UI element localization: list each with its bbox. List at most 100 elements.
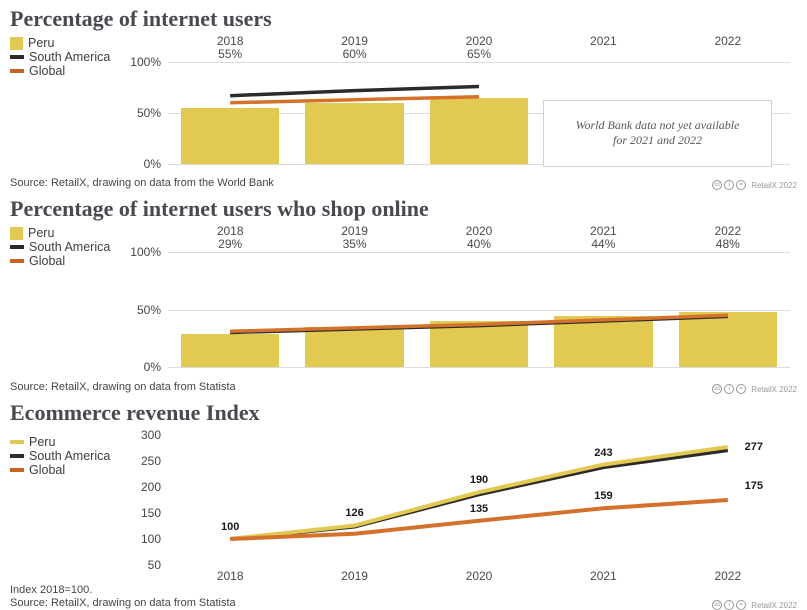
plot-block: 2018 55% 2019 60% 2020 65% 2021 2022 100% 50% 0% … xyxy=(118,35,790,170)
bar-2020 xyxy=(429,97,529,164)
column-labels: 2018 29% 2019 35% 2020 40% 2021 44% 2022 48% xyxy=(168,225,790,252)
cc-badge: cc i = RetailX 2022 xyxy=(712,384,797,394)
column-label: 2020 65% xyxy=(465,34,493,61)
data-note: World Bank data not yet available for 20… xyxy=(543,99,772,167)
cc-icon: cc xyxy=(712,384,723,394)
bar-2021 xyxy=(554,316,653,367)
legend-item-peru: Peru xyxy=(10,226,118,240)
data-label-peru-2022: 277 xyxy=(744,440,763,453)
data-label-peru-2021: 243 xyxy=(594,446,613,459)
column-label: 2021 44% xyxy=(590,224,617,251)
global-swatch-icon xyxy=(10,468,24,472)
chart-internet-users: Percentage of internet users Peru South … xyxy=(0,0,807,190)
legend-label: Peru xyxy=(28,226,55,240)
legend-label: South America xyxy=(29,50,111,64)
peru-swatch-icon xyxy=(10,440,24,444)
y-tick-label: 50 xyxy=(147,558,161,572)
y-tick-label: 100 xyxy=(140,532,161,546)
cc-icon: cc xyxy=(712,180,723,190)
gridline xyxy=(168,309,790,311)
page-title: Ecommerce revenue Index xyxy=(10,400,260,425)
cc-label: RetailX 2022 xyxy=(751,600,797,610)
data-label-global-2021: 159 xyxy=(594,490,613,503)
line-south-america xyxy=(230,87,479,96)
cc-badge: cc i = RetailX 2022 xyxy=(712,180,797,190)
plot-area: 100 126 190 243 277 135 159 175 xyxy=(168,435,790,565)
y-axis: 300 250 200 150 100 50 xyxy=(118,429,168,571)
y-axis: 100% 50% 0% xyxy=(118,246,168,373)
chart-ecommerce-revenue-index: Ecommerce revenue Index Peru South Ameri… xyxy=(0,394,807,610)
legend: Peru South America Global xyxy=(0,429,118,582)
legend: Peru South America Global xyxy=(0,225,118,367)
line-peru xyxy=(230,447,728,539)
gridline xyxy=(168,164,790,165)
peru-swatch-icon xyxy=(10,36,23,50)
plot-block: 2018 29% 2019 35% 2020 40% 2021 44% 2022 48% 100%… xyxy=(118,225,790,373)
data-label-peru-2019: 126 xyxy=(345,507,364,520)
legend-label: Peru xyxy=(28,36,55,50)
global-swatch-icon xyxy=(10,259,24,263)
line-plot xyxy=(168,62,790,164)
legend-label: South America xyxy=(29,449,111,463)
legend-item-peru: Peru xyxy=(10,435,118,449)
line-global xyxy=(230,97,479,103)
x-axis: 2018 2019 2020 2021 2022 xyxy=(168,565,790,583)
gridline xyxy=(168,62,790,63)
y-tick-label: 50% xyxy=(136,302,161,317)
data-label-global-2020: 135 xyxy=(469,502,489,515)
legend-label: South America xyxy=(29,240,111,254)
chart-online-shoppers: Percentage of internet users who shop on… xyxy=(0,190,807,394)
column-label: 2021 xyxy=(590,34,617,48)
column-label: 2018 55% xyxy=(216,34,244,61)
source-text: Source: RetailX, drawing on data from St… xyxy=(10,381,236,393)
plot-area: World Bank data not yet available for 20… xyxy=(168,62,790,167)
index-footnote: Index 2018=100. xyxy=(10,584,93,596)
gridline xyxy=(168,252,790,253)
column-label: 2019 60% xyxy=(341,34,368,61)
page-title: Percentage of internet users who shop on… xyxy=(10,196,429,221)
south-america-swatch-icon xyxy=(10,55,24,59)
page-title: Percentage of internet users xyxy=(10,6,272,31)
y-tick-label: 250 xyxy=(140,454,161,468)
legend-label: Global xyxy=(29,254,66,268)
source-text: Source: RetailX, drawing on data from th… xyxy=(10,177,274,189)
legend-label: Global xyxy=(29,64,66,78)
line-plot xyxy=(168,435,790,565)
legend-item-south-america: South America xyxy=(10,449,118,463)
cc-by-icon: i xyxy=(724,384,735,394)
cc-label: RetailX 2022 xyxy=(751,384,797,394)
legend-label: Peru xyxy=(29,435,56,449)
cc-icon: cc xyxy=(712,600,723,610)
plot-area xyxy=(168,252,790,368)
x-axis-label: 2020 xyxy=(465,569,493,583)
y-tick-label: 300 xyxy=(140,428,161,442)
legend-item-south-america: South America xyxy=(10,240,118,254)
global-swatch-icon xyxy=(10,69,24,73)
cc-nd-icon: = xyxy=(736,600,747,610)
x-axis-label: 2019 xyxy=(341,569,368,583)
data-label-global-2022: 175 xyxy=(744,480,763,492)
data-note-text: World Bank data not yet available for 20… xyxy=(575,118,740,148)
data-label-peru-2018: 100 xyxy=(221,521,240,533)
cc-badge: cc i = RetailX 2022 xyxy=(712,600,797,610)
y-tick-label: 0% xyxy=(143,360,161,374)
legend: Peru South America Global xyxy=(0,35,118,164)
legend-item-global: Global xyxy=(10,463,118,477)
cc-by-icon: i xyxy=(724,180,735,190)
bar-2019 xyxy=(305,326,404,367)
peru-swatch-icon xyxy=(10,226,23,240)
column-label: 2022 48% xyxy=(714,224,742,251)
legend-item-global: Global xyxy=(10,64,118,78)
column-labels: 2018 55% 2019 60% 2020 65% 2021 2022 xyxy=(168,35,790,62)
column-label: 2018 29% xyxy=(216,224,244,251)
y-tick-label: 200 xyxy=(140,480,161,494)
line-global xyxy=(230,500,728,539)
legend-item-peru: Peru xyxy=(10,36,118,50)
south-america-swatch-icon xyxy=(10,454,24,458)
data-label-peru-2020: 190 xyxy=(469,474,489,487)
legend-item-south-america: South America xyxy=(10,50,118,64)
bar-2020 xyxy=(429,321,529,367)
column-label: 2020 40% xyxy=(465,224,493,251)
plot-block: 300 250 200 150 100 50 100 126 190 243 277 135 159 1… xyxy=(118,429,790,583)
line-south-america xyxy=(230,450,728,539)
